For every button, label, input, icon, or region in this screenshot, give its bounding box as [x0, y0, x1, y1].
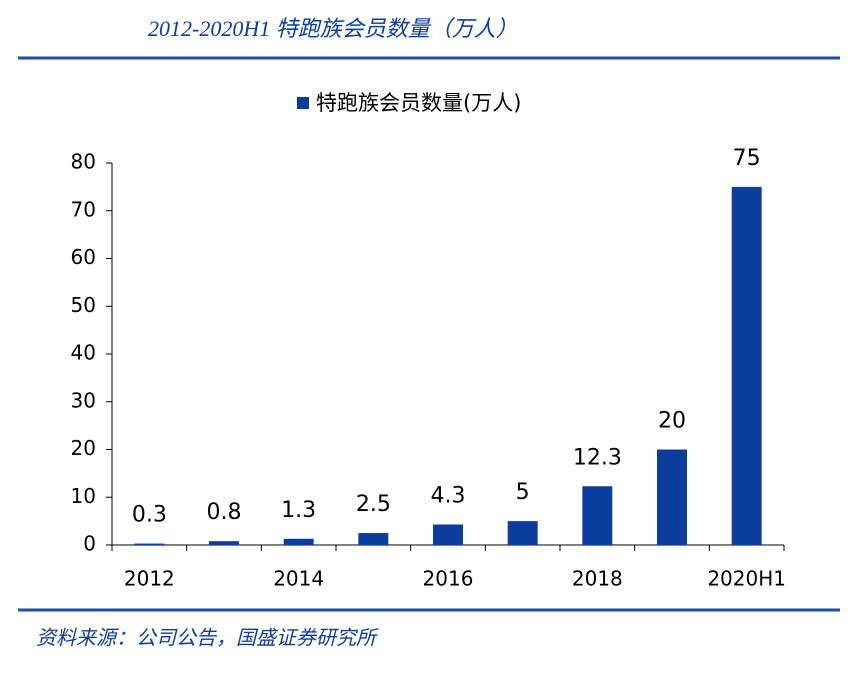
data-label: 5	[516, 480, 530, 505]
bar	[358, 533, 389, 545]
y-tick-label: 70	[71, 197, 96, 221]
x-tick-label: 2020H1	[707, 567, 786, 591]
y-tick-label: 20	[71, 436, 96, 460]
bar	[731, 186, 762, 545]
chart-title: 2012-2020H1 特跑族会员数量（万人）	[148, 16, 518, 41]
data-label: 2.5	[356, 492, 391, 517]
y-tick-label: 60	[71, 245, 96, 269]
bar	[507, 521, 538, 545]
x-tick-label: 2014	[273, 567, 324, 591]
source-note: 资料来源：公司公告，国盛证券研究所	[36, 628, 379, 650]
y-tick-label: 0	[83, 532, 96, 556]
bar	[134, 543, 165, 545]
bar	[657, 449, 687, 545]
bar	[582, 486, 613, 545]
data-label: 0.8	[207, 500, 242, 525]
legend-swatch	[297, 97, 309, 109]
y-tick-label: 40	[71, 341, 96, 365]
data-label: 20	[658, 409, 686, 434]
x-tick-label: 2012	[124, 567, 175, 591]
x-tick-label: 2018	[572, 567, 623, 591]
bar	[283, 538, 314, 545]
x-tick-label: 2016	[423, 567, 474, 591]
bar	[209, 541, 239, 545]
data-label: 1.3	[281, 498, 316, 523]
y-tick-label: 30	[71, 388, 96, 412]
data-label: 12.3	[573, 445, 622, 470]
data-label: 75	[733, 146, 761, 171]
y-tick-label: 80	[71, 150, 96, 174]
bar	[433, 524, 463, 545]
y-tick-label: 50	[71, 293, 96, 317]
legend-label: 特跑族会员数量(万人)	[316, 91, 521, 115]
data-label: 0.3	[132, 503, 167, 528]
y-tick-label: 10	[71, 484, 96, 508]
data-label: 4.3	[431, 483, 466, 508]
